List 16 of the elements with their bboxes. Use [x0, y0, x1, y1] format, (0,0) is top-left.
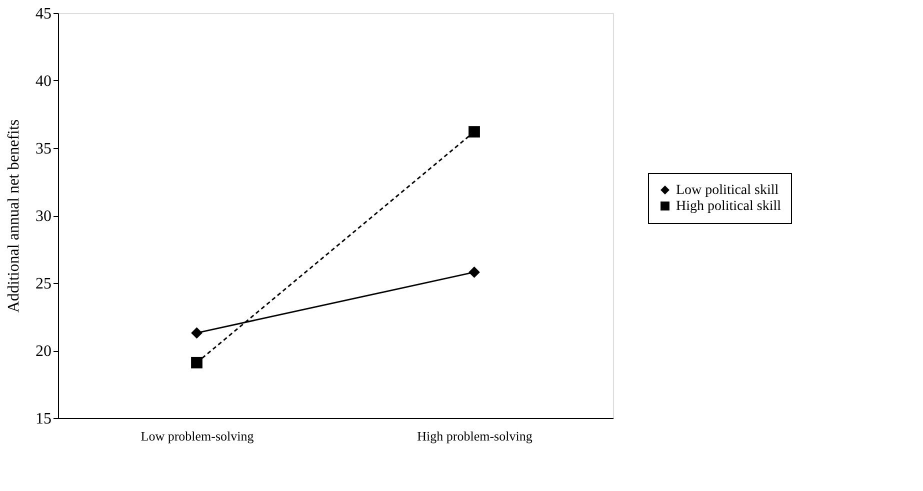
point	[191, 327, 202, 339]
point	[191, 356, 202, 368]
point	[468, 266, 480, 278]
y-tick-label: 25	[36, 276, 52, 292]
legend-label: High political skill	[676, 199, 782, 214]
y-tick-label: 30	[36, 208, 52, 225]
y-tick-label: 45	[36, 6, 52, 22]
y-tick-label: 20	[36, 343, 52, 360]
x-tick-label: Low problem-solving	[140, 428, 254, 444]
point	[468, 126, 480, 138]
y-tick-label: 35	[36, 140, 52, 158]
x-tick-label: High problem-solving	[417, 428, 533, 444]
legend-label: Low political skill	[676, 183, 779, 198]
y-tick-label: 40	[36, 73, 52, 90]
y-axis-title: Additional annual net benefits	[6, 119, 22, 313]
y-tick-label: 15	[36, 410, 52, 428]
